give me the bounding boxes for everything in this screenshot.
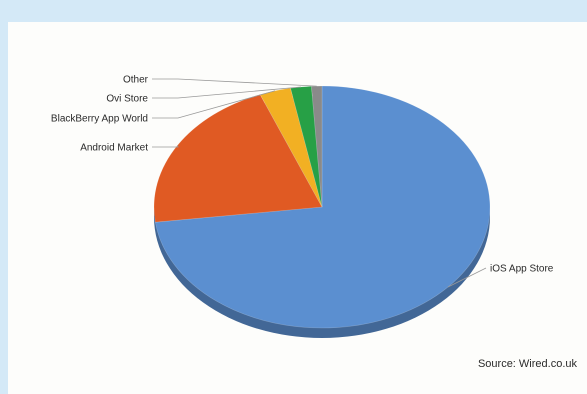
pie-slices xyxy=(154,86,490,328)
slice-label-android-market: Android Market xyxy=(80,143,148,154)
slice-label-ovi-store: Ovi Store xyxy=(106,94,148,105)
source-note: Source: Wired.co.uk xyxy=(478,358,577,370)
slice-label-blackberry-app-world: BlackBerry App World xyxy=(51,114,148,125)
leader-line-android-market xyxy=(152,145,178,147)
leader-line-other xyxy=(152,79,317,86)
slice-label-ios-app-store: iOS App Store xyxy=(490,264,554,275)
slice-label-other: Other xyxy=(123,75,149,86)
